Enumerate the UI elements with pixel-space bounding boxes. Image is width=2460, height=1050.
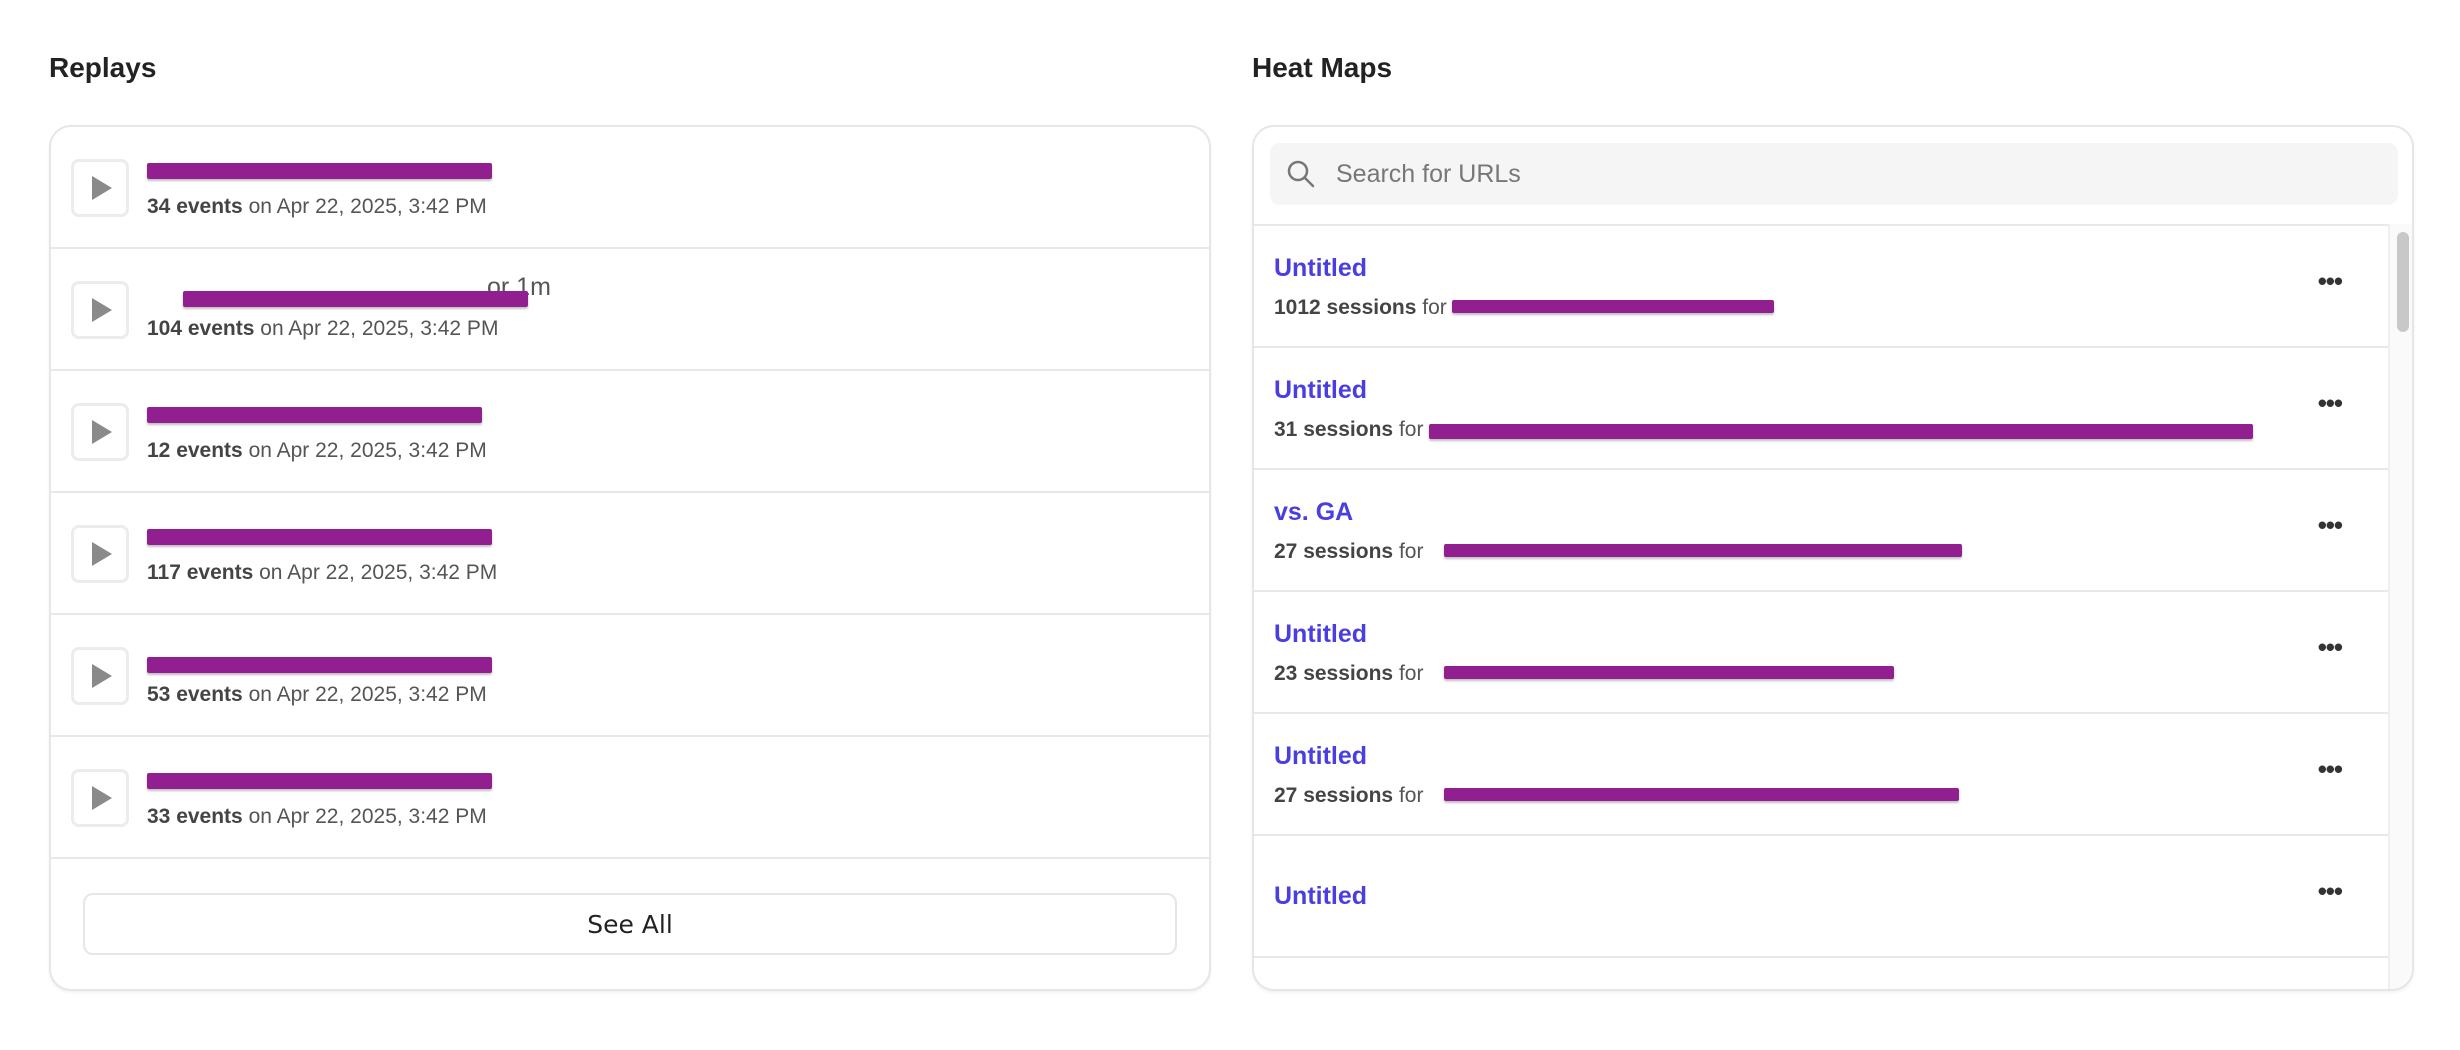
heatmap-row[interactable]: Untitled 1012 sessions for ••• <box>1254 226 2388 348</box>
play-icon <box>92 664 112 688</box>
replay-row[interactable]: or 1m 104 events on Apr 22, 2025, 3:42 PM <box>51 249 1209 371</box>
replay-meta: 12 events on Apr 22, 2025, 3:42 PM <box>147 439 487 463</box>
play-icon <box>92 176 112 200</box>
heatmap-title-link[interactable]: Untitled <box>1274 882 1368 910</box>
event-count: 12 events <box>147 439 243 462</box>
for-label: for <box>1398 418 1424 441</box>
heatmap-row[interactable]: vs. GA 27 sessions for ••• <box>1254 470 2388 592</box>
heatmap-row[interactable]: Untitled ••• <box>1254 836 2388 958</box>
replay-meta: 34 events on Apr 22, 2025, 3:42 PM <box>147 195 487 219</box>
heatmap-title-link[interactable]: Untitled <box>1274 254 1368 282</box>
for-label: for <box>1398 540 1424 563</box>
heatmap-row[interactable]: Untitled 27 sessions for ••• <box>1254 714 2388 836</box>
more-options-icon[interactable]: ••• <box>2317 632 2343 662</box>
redaction-bar <box>1429 424 2253 439</box>
heatmap-row-partial[interactable] <box>1254 958 2388 989</box>
heatmaps-title: Heat Maps <box>1252 52 1393 83</box>
session-count: 27 sessions <box>1274 540 1394 563</box>
replays-title: Replays <box>49 52 157 83</box>
heatmap-row[interactable]: Untitled 23 sessions for ••• <box>1254 592 2388 714</box>
heatmap-row[interactable]: Untitled 31 sessions for ••• <box>1254 348 2388 470</box>
heatmap-meta: 1012 sessions for <box>1274 296 1447 320</box>
heatmap-title-link[interactable]: vs. GA <box>1274 498 1354 526</box>
heatmap-title-link[interactable]: Untitled <box>1274 742 1368 770</box>
more-options-icon[interactable]: ••• <box>2317 510 2343 540</box>
play-button[interactable] <box>71 403 129 461</box>
replays-card: 34 events on Apr 22, 2025, 3:42 PM or 1m 1… <box>49 125 1211 991</box>
url-search-input[interactable] <box>1334 158 2338 190</box>
event-count: 104 events <box>147 317 255 340</box>
heatmaps-card: Untitled 1012 sessions for ••• Untitled 31 s… <box>1252 125 2414 991</box>
scrollbar[interactable] <box>2388 224 2412 989</box>
replay-row[interactable]: 117 events on Apr 22, 2025, 3:42 PM <box>51 493 1209 615</box>
url-search-box[interactable] <box>1270 143 2398 205</box>
for-label: for <box>1398 662 1424 685</box>
session-count: 1012 sessions <box>1274 296 1417 319</box>
for-label: for <box>1422 296 1447 319</box>
redaction-bar <box>147 407 482 423</box>
event-count: 33 events <box>147 805 243 828</box>
replay-date: on Apr 22, 2025, 3:42 PM <box>260 317 499 340</box>
replay-date: on Apr 22, 2025, 3:42 PM <box>248 439 487 462</box>
redaction-bar <box>1444 788 1959 801</box>
play-icon <box>92 542 112 566</box>
more-options-icon[interactable]: ••• <box>2317 388 2343 418</box>
event-count: 34 events <box>147 195 243 218</box>
play-button[interactable] <box>71 647 129 705</box>
replay-row[interactable]: 34 events on Apr 22, 2025, 3:42 PM <box>51 127 1209 249</box>
more-options-icon[interactable]: ••• <box>2317 754 2343 784</box>
redaction-bar <box>147 657 492 673</box>
for-label: for <box>1398 784 1424 807</box>
session-count: 27 sessions <box>1274 784 1394 807</box>
replay-meta: 117 events on Apr 22, 2025, 3:42 PM <box>147 561 497 585</box>
replay-row[interactable]: 33 events on Apr 22, 2025, 3:42 PM <box>51 737 1209 859</box>
replay-row[interactable]: 12 events on Apr 22, 2025, 3:42 PM <box>51 371 1209 493</box>
replay-date: on Apr 22, 2025, 3:42 PM <box>248 683 487 706</box>
redaction-bar <box>1452 300 1774 313</box>
redaction-bar <box>147 529 492 545</box>
search-icon <box>1287 160 1315 188</box>
redaction-bar <box>147 773 492 789</box>
play-icon <box>92 298 112 322</box>
heatmap-title-link[interactable]: Untitled <box>1274 376 1368 404</box>
session-count: 23 sessions <box>1274 662 1394 685</box>
replay-date: on Apr 22, 2025, 3:42 PM <box>248 195 487 218</box>
redaction-bar <box>183 291 528 307</box>
play-icon <box>92 786 112 810</box>
replay-date: on Apr 22, 2025, 3:42 PM <box>259 561 498 584</box>
replay-meta: 33 events on Apr 22, 2025, 3:42 PM <box>147 805 487 829</box>
heatmap-meta: 27 sessions for <box>1274 540 1423 564</box>
heatmap-meta: 23 sessions for <box>1274 662 1423 686</box>
scrollbar-thumb[interactable] <box>2397 232 2409 332</box>
replay-date: on Apr 22, 2025, 3:42 PM <box>248 805 487 828</box>
replay-meta: 53 events on Apr 22, 2025, 3:42 PM <box>147 683 487 707</box>
see-all-button[interactable]: See All <box>83 893 1177 955</box>
play-button[interactable] <box>71 159 129 217</box>
heatmap-list: Untitled 1012 sessions for ••• Untitled 31 s… <box>1254 224 2388 989</box>
heatmap-title-link[interactable]: Untitled <box>1274 620 1368 648</box>
replay-meta: 104 events on Apr 22, 2025, 3:42 PM <box>147 317 498 341</box>
play-icon <box>92 420 112 444</box>
play-button[interactable] <box>71 769 129 827</box>
heatmap-meta: 31 sessions for <box>1274 418 1423 442</box>
session-count: 31 sessions <box>1274 418 1394 441</box>
play-button[interactable] <box>71 525 129 583</box>
play-button[interactable] <box>71 281 129 339</box>
redaction-bar <box>147 163 492 179</box>
heatmap-meta: 27 sessions for <box>1274 784 1423 808</box>
redaction-bar <box>1444 544 1962 557</box>
replay-row[interactable]: 53 events on Apr 22, 2025, 3:42 PM <box>51 615 1209 737</box>
redaction-bar <box>1444 666 1894 679</box>
more-options-icon[interactable]: ••• <box>2317 266 2343 296</box>
event-count: 117 events <box>147 561 254 584</box>
event-count: 53 events <box>147 683 243 706</box>
more-options-icon[interactable]: ••• <box>2317 876 2343 906</box>
